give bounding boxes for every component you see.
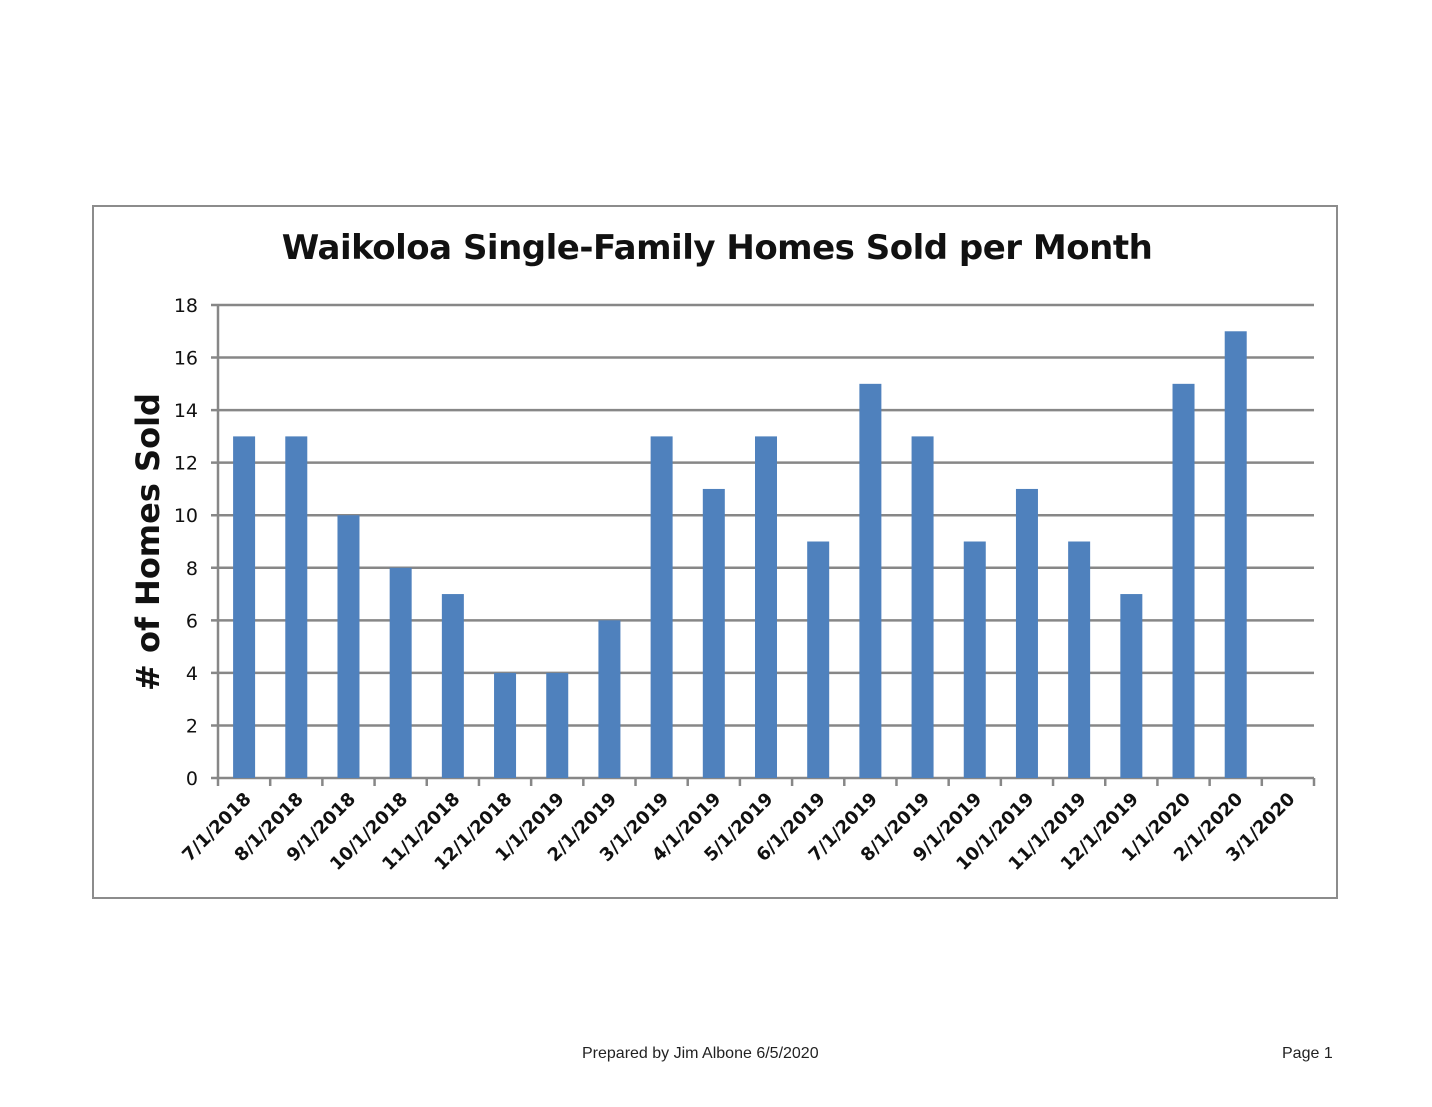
y-tick-label: 6 [186, 610, 198, 632]
chart-title: Waikoloa Single-Family Homes Sold per Mo… [281, 228, 1153, 268]
y-tick-label: 18 [174, 295, 198, 317]
y-tick-label: 16 [174, 348, 198, 370]
y-tick-label: 2 [186, 715, 198, 737]
bar [963, 541, 986, 778]
bar [1068, 541, 1091, 778]
bar [859, 383, 882, 778]
bar [755, 436, 777, 778]
y-tick-label: 8 [186, 558, 198, 580]
bar [650, 436, 673, 778]
page-number: Page 1 [1282, 1045, 1333, 1062]
bar [233, 436, 256, 778]
bar [389, 567, 412, 778]
bar [546, 672, 569, 778]
y-tick-label: 4 [186, 663, 198, 685]
y-tick-label: 10 [174, 505, 198, 527]
bar [1120, 594, 1143, 778]
y-tick-label: 0 [186, 768, 198, 790]
bar [911, 436, 934, 778]
bar [285, 436, 308, 778]
y-tick-label: 14 [174, 400, 198, 422]
bar [441, 594, 464, 778]
bar [807, 541, 830, 778]
chart-frame [92, 205, 1338, 899]
bar [1224, 331, 1247, 778]
bar [1015, 488, 1038, 778]
prepared-by-note: Prepared by Jim Albone 6/5/2020 [582, 1045, 819, 1062]
bar [598, 620, 621, 778]
bar [702, 488, 725, 778]
bar [1172, 383, 1195, 778]
bar [337, 515, 360, 778]
y-tick-label: 12 [174, 453, 198, 475]
bar [494, 672, 517, 778]
